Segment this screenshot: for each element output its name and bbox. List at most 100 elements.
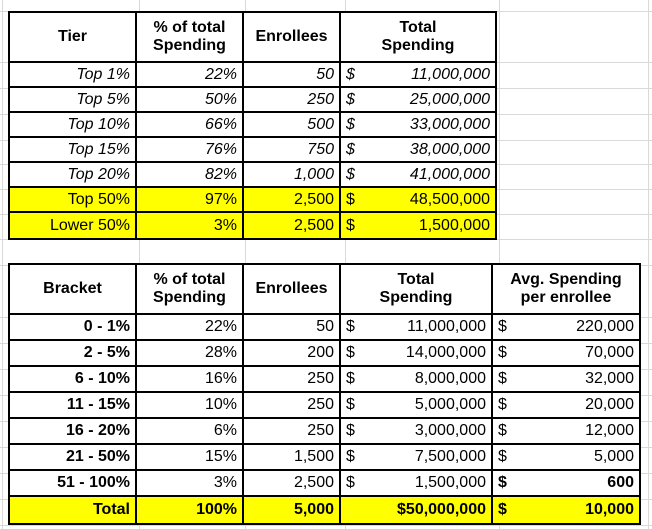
enr-cell[interactable]: 500: [244, 113, 341, 136]
avg-spending-cell[interactable]: $32,000: [493, 367, 639, 391]
avg-spending-cell[interactable]: $20,000: [493, 393, 639, 417]
enr-cell[interactable]: 2,500: [244, 471, 341, 495]
dollar-sign: $: [346, 422, 355, 439]
total-spending-cell[interactable]: $5,000,000: [341, 393, 493, 417]
total-spending-cell[interactable]: $33,000,000: [341, 113, 495, 136]
column-header-label: % of total Spending: [153, 18, 226, 54]
tier-value: Top 20%: [67, 165, 130, 183]
amount-value: 5,000,000: [414, 396, 486, 413]
enr-cell[interactable]: 200: [244, 341, 341, 365]
pct-cell[interactable]: 22%: [137, 315, 244, 339]
avg-spending-cell[interactable]: $70,000: [493, 341, 639, 365]
pct-cell[interactable]: 15%: [137, 445, 244, 469]
tier-table-header-row: Tier % of total Spending Enrollees Total Sp…: [10, 13, 495, 63]
bracket-cell[interactable]: 2 - 5%: [10, 341, 137, 365]
column-header-cell[interactable]: Bracket: [10, 265, 137, 313]
total-spending-cell[interactable]: $25,000,000: [341, 88, 495, 111]
pct-cell[interactable]: 50%: [137, 88, 244, 111]
gridline: [0, 525, 652, 526]
avg-spending-cell[interactable]: $12,000: [493, 419, 639, 443]
bracket-cell[interactable]: 11 - 15%: [10, 393, 137, 417]
pct-cell[interactable]: 22%: [137, 63, 244, 86]
avg-spending-cell[interactable]: $10,000: [493, 497, 639, 523]
dollar-sign: $: [498, 422, 507, 439]
tier-cell[interactable]: Top 5%: [10, 88, 137, 111]
enr-cell[interactable]: 2,500: [244, 188, 341, 211]
pct-cell[interactable]: 97%: [137, 188, 244, 211]
pct-cell[interactable]: 100%: [137, 497, 244, 523]
avg-spending-cell[interactable]: $5,000: [493, 445, 639, 469]
tier-cell[interactable]: Top 20%: [10, 163, 137, 186]
column-header-cell[interactable]: Total Spending: [341, 13, 495, 61]
enr-cell[interactable]: 50: [244, 63, 341, 86]
table-row: Top 1% 22% 50 $11,000,000: [10, 63, 495, 88]
enr-cell[interactable]: 250: [244, 393, 341, 417]
dollar-sign: $: [498, 396, 507, 413]
tier-cell[interactable]: Top 10%: [10, 113, 137, 136]
pct-value: 3%: [213, 216, 237, 234]
bracket-cell[interactable]: 51 - 100%: [10, 471, 137, 495]
bracket-cell[interactable]: Total: [10, 497, 137, 523]
total-spending-cell[interactable]: $1,500,000: [341, 471, 493, 495]
pct-value: 28%: [204, 344, 237, 361]
avg-spending-cell[interactable]: $220,000: [493, 315, 639, 339]
total-spending-cell[interactable]: $50,000,000: [341, 497, 493, 523]
total-spending-cell[interactable]: $48,500,000: [341, 188, 495, 211]
bracket-cell[interactable]: 21 - 50%: [10, 445, 137, 469]
total-spending-cell[interactable]: $14,000,000: [341, 341, 493, 365]
tier-cell[interactable]: Top 15%: [10, 138, 137, 161]
pct-cell[interactable]: 3%: [137, 471, 244, 495]
tier-table: Tier % of total Spending Enrollees Total Sp…: [8, 11, 497, 240]
pct-cell[interactable]: 76%: [137, 138, 244, 161]
enr-cell[interactable]: 2,500: [244, 213, 341, 238]
pct-cell[interactable]: 82%: [137, 163, 244, 186]
column-header-cell[interactable]: Tier: [10, 13, 137, 61]
enr-cell[interactable]: 1,500: [244, 445, 341, 469]
enr-cell[interactable]: 1,000: [244, 163, 341, 186]
column-header-cell[interactable]: % of total Spending: [137, 13, 244, 61]
column-header-cell[interactable]: % of total Spending: [137, 265, 244, 313]
pct-value: 66%: [204, 115, 237, 133]
bracket-cell[interactable]: 16 - 20%: [10, 419, 137, 443]
table-row: Top 20% 82% 1,000 $41,000,000: [10, 163, 495, 188]
pct-cell[interactable]: 3%: [137, 213, 244, 238]
enr-cell[interactable]: 250: [244, 419, 341, 443]
column-header-cell[interactable]: Enrollees: [244, 13, 341, 61]
tier-cell[interactable]: Lower 50%: [10, 213, 137, 238]
total-spending-cell[interactable]: $38,000,000: [341, 138, 495, 161]
bracket-value: 11 - 15%: [66, 396, 130, 413]
total-spending-cell[interactable]: $41,000,000: [341, 163, 495, 186]
pct-cell[interactable]: 28%: [137, 341, 244, 365]
enr-cell[interactable]: 250: [244, 367, 341, 391]
enr-value: 500: [307, 115, 334, 133]
tier-cell[interactable]: Top 50%: [10, 188, 137, 211]
dollar-sign: $: [346, 344, 355, 361]
bracket-cell[interactable]: 6 - 10%: [10, 367, 137, 391]
total-spending-cell[interactable]: $11,000,000: [341, 63, 495, 86]
total-spending-cell[interactable]: $8,000,000: [341, 367, 493, 391]
enr-value: 2,500: [293, 190, 334, 208]
enr-cell[interactable]: 750: [244, 138, 341, 161]
dollar-sign: $: [498, 370, 507, 387]
column-header-cell[interactable]: Enrollees: [244, 265, 341, 313]
avg-spending-cell[interactable]: $600: [493, 471, 639, 495]
enr-cell[interactable]: 250: [244, 88, 341, 111]
pct-cell[interactable]: 66%: [137, 113, 244, 136]
total-spending-cell[interactable]: $1,500,000: [341, 213, 495, 238]
pct-value: 15%: [204, 448, 237, 465]
column-header-cell[interactable]: Avg. Spending per enrollee: [493, 265, 639, 313]
column-header-cell[interactable]: Total Spending: [341, 265, 493, 313]
total-spending-cell[interactable]: $7,500,000: [341, 445, 493, 469]
pct-cell[interactable]: 16%: [137, 367, 244, 391]
total-spending-cell[interactable]: $11,000,000: [341, 315, 493, 339]
enr-value: 50: [316, 318, 334, 335]
tier-cell[interactable]: Top 1%: [10, 63, 137, 86]
pct-cell[interactable]: 10%: [137, 393, 244, 417]
pct-value: 50%: [204, 90, 237, 108]
column-header-label: % of total Spending: [153, 270, 226, 306]
enr-cell[interactable]: 5,000: [244, 497, 341, 523]
bracket-cell[interactable]: 0 - 1%: [10, 315, 137, 339]
enr-cell[interactable]: 50: [244, 315, 341, 339]
total-spending-cell[interactable]: $3,000,000: [341, 419, 493, 443]
pct-cell[interactable]: 6%: [137, 419, 244, 443]
